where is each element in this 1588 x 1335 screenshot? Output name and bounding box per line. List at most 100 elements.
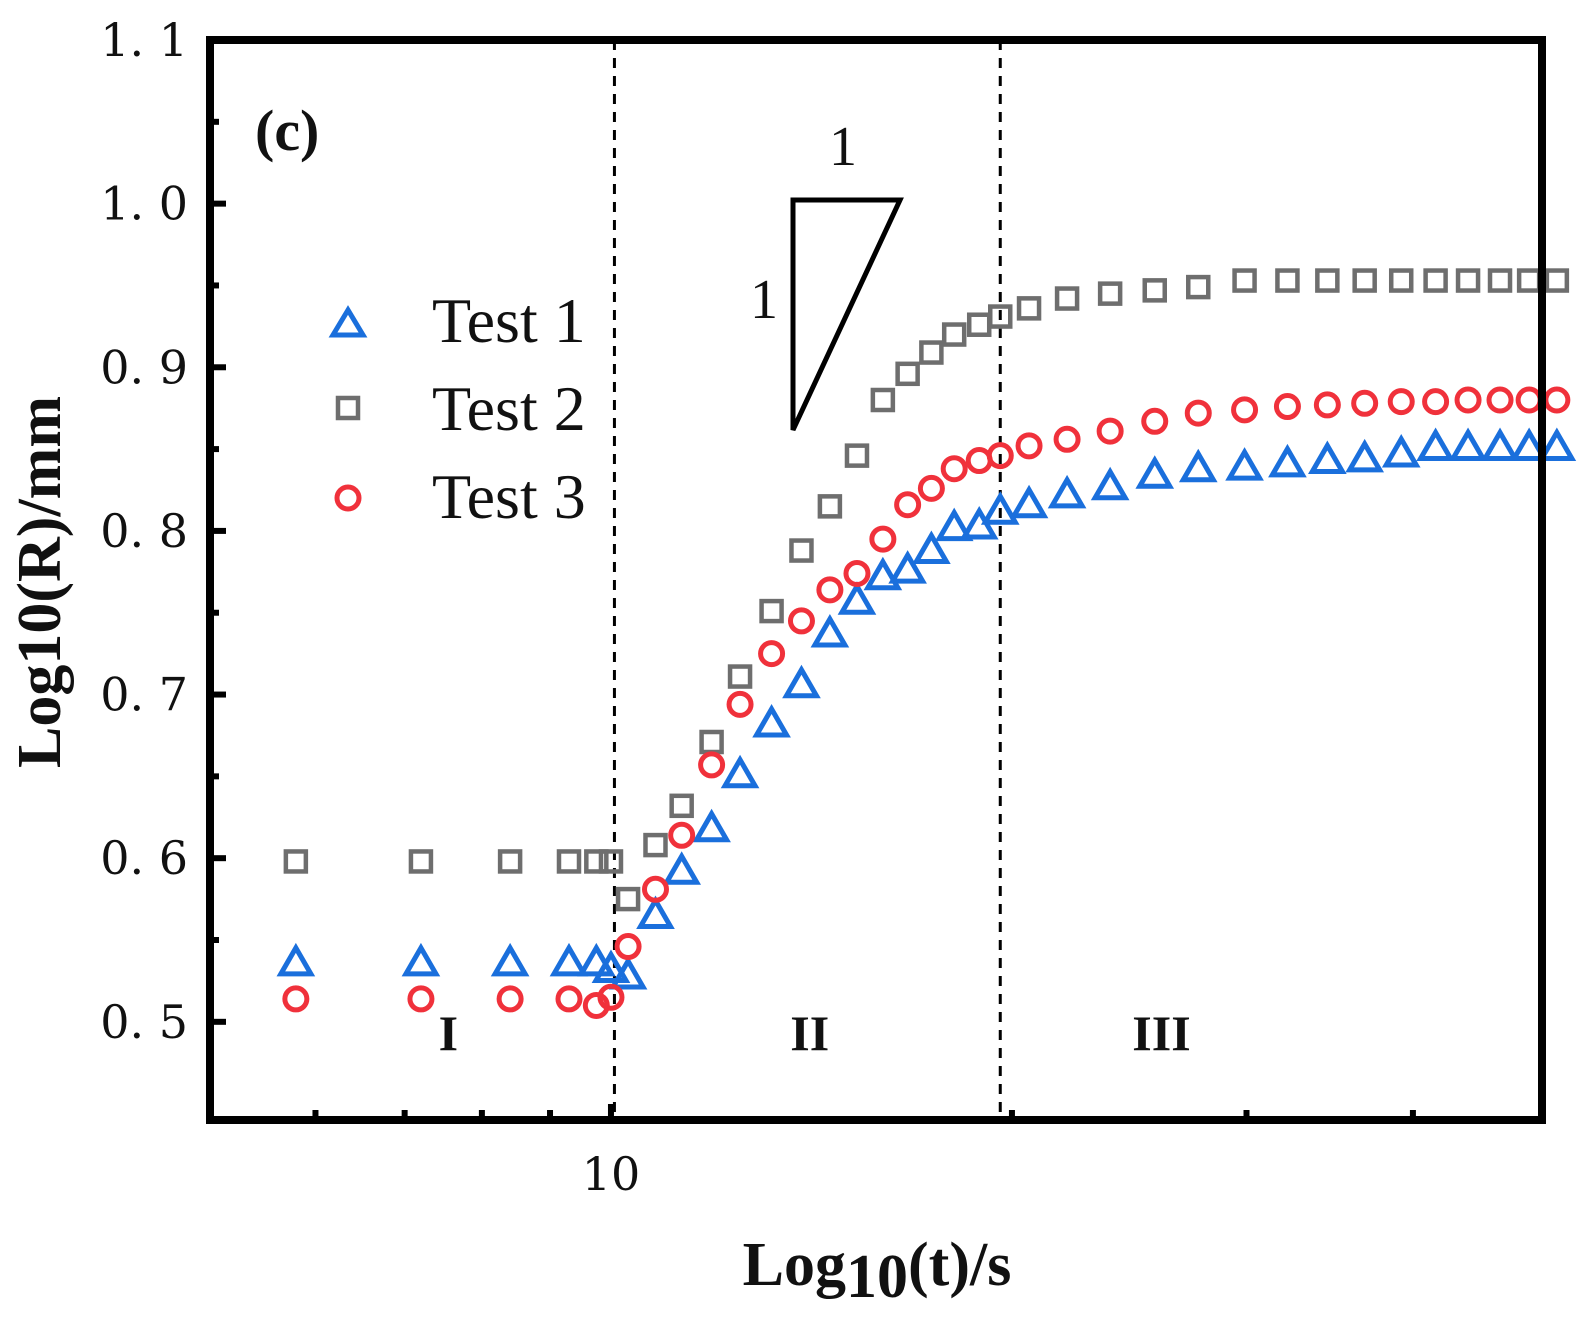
data-point [584,849,609,874]
series-test-2 [283,268,1570,912]
y-axis-title: Log10(R)/mm [6,396,74,768]
slope-horizontal-label: 1 [829,116,857,178]
data-point [1387,388,1415,416]
region-label: I [439,1005,458,1061]
data-point [1315,268,1340,293]
data-point [1225,447,1264,481]
data-point [597,983,625,1011]
data-point [698,751,726,779]
legend-label: Test 1 [432,285,586,356]
region-label: III [1132,1005,1190,1061]
legend-item-test-3: Test 3 [334,461,586,532]
data-point [1273,393,1301,421]
data-point [283,849,309,874]
data-point [496,985,524,1013]
data-point [869,525,897,553]
legend-marker-triangle [328,305,368,338]
data-point [863,556,903,591]
data-point [895,361,920,387]
data-point [1487,268,1513,293]
data-point [497,849,523,874]
data-point [549,942,589,977]
region-labels: I II III [439,1005,1191,1061]
data-point [615,886,641,912]
data-point [692,808,731,843]
data-point [614,933,642,961]
data-point [1186,274,1211,300]
data-point [782,664,821,699]
plot-frame [206,36,1546,1124]
x-axis-title-subscript: 10 [846,1243,908,1311]
data-point [1135,455,1175,489]
data-point [591,949,631,983]
data-point [643,832,668,858]
data-point [1543,386,1571,414]
data-point [966,312,992,337]
data-point [1515,386,1543,414]
data-point [556,849,582,874]
data-point [1509,427,1549,461]
data-point [912,530,951,565]
data-point [888,550,927,584]
y-tick-label: 1. 0 [100,177,188,231]
data-point [965,447,993,475]
data-point [407,985,435,1013]
data-point [1015,432,1043,460]
data-point [789,538,814,563]
data-point [1090,466,1130,501]
region-divider-layer [612,40,1002,1120]
data-point [1232,268,1257,293]
legend: Test 1 Test 2 Test 3 [328,285,586,532]
data-point [720,754,760,789]
data-point [1308,440,1347,475]
data-point [1544,268,1570,293]
legend-item-test-1: Test 1 [328,285,586,356]
slope-vertical-label: 1 [750,269,778,331]
data-point [934,507,974,542]
legend-marker-square [335,395,361,421]
data-point [641,875,669,903]
y-tick-label: 0. 7 [100,668,188,722]
data-point [555,985,583,1013]
data-point [1142,278,1167,303]
data-point [636,895,675,929]
data-point [1097,281,1123,306]
data-point [490,942,530,977]
data-point [810,613,850,648]
data-point [894,491,922,519]
data-point [917,474,945,502]
data-point [1313,391,1341,419]
y-tick-label: 0. 5 [100,995,188,1049]
data-point [576,942,616,977]
data-point [1016,296,1042,321]
data-point [1388,268,1414,293]
data-point [1516,268,1542,293]
slope-triangle-shape [790,197,904,432]
data-point [699,729,724,755]
series-test-1 [276,427,1577,990]
y-tick-label: 1. 1 [100,13,188,67]
data-point [1053,425,1081,453]
data-point [276,942,316,977]
data-point [1268,443,1307,478]
region-label: II [790,1005,829,1061]
legend-label: Test 3 [432,461,586,532]
data-point [1345,438,1385,473]
x-axis-title: Log10(t)/s [743,1231,1012,1311]
data-point [726,690,754,718]
data-point [608,955,648,990]
data-point [1416,427,1455,461]
slope-triangle: 1 1 [750,116,904,432]
data-point [1047,474,1087,509]
data-point [282,985,310,1013]
data-point [759,598,784,624]
x-axis-title-suffix: (t)/s [908,1231,1011,1299]
data-point [598,849,624,874]
tick-labels: 0. 5 0. 6 0. 7 0. 8 0. 9 1. 0 1. 1 10 [100,13,640,1201]
data-point [662,851,702,885]
data-point [758,640,786,668]
data-point [1422,388,1450,416]
data-point [1275,268,1300,293]
data-point [752,703,791,738]
